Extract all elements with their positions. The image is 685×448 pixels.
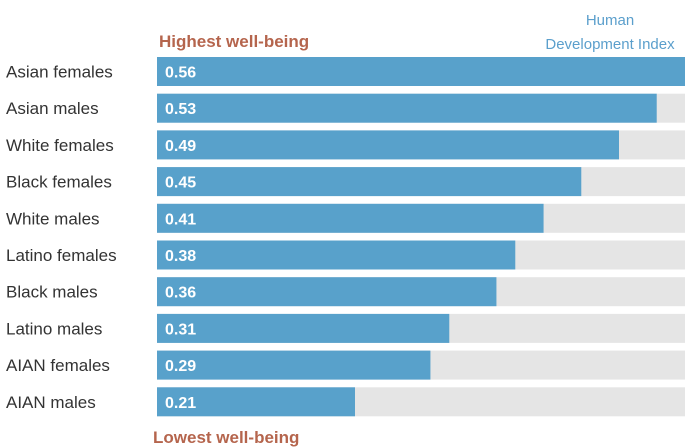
- bar: [157, 350, 431, 380]
- category-label: Asian females: [6, 63, 113, 82]
- bar: [157, 57, 685, 86]
- category-label: White females: [6, 136, 114, 155]
- bar: [157, 277, 497, 307]
- value-label: 0.41: [165, 211, 196, 228]
- bar: [157, 387, 355, 417]
- highest-wellbeing-annotation: Highest well-being: [159, 32, 309, 51]
- value-label: 0.29: [165, 358, 196, 375]
- value-label: 0.45: [165, 175, 196, 192]
- category-label: Latino females: [6, 246, 117, 265]
- bar: [157, 130, 619, 160]
- legend-title-line-1: Human: [586, 12, 634, 29]
- category-label: Latino males: [6, 319, 102, 338]
- category-label: AIAN females: [6, 356, 110, 375]
- bar: [157, 240, 516, 270]
- bar-rows: Asian females 0.56 Asian males 0.53 White fe…: [6, 57, 685, 417]
- category-label: AIAN males: [6, 393, 96, 412]
- legend-title-line-2: Development Index: [545, 36, 675, 53]
- value-label: 0.21: [165, 395, 196, 412]
- category-label: White males: [6, 209, 100, 228]
- value-label: 0.31: [165, 321, 196, 338]
- category-label: Black males: [6, 283, 98, 302]
- bar: [157, 313, 450, 343]
- category-label: Black females: [6, 173, 112, 192]
- value-label: 0.49: [165, 138, 196, 155]
- value-label: 0.56: [165, 65, 196, 82]
- category-label: Asian males: [6, 99, 99, 118]
- bar: [157, 167, 582, 197]
- value-label: 0.36: [165, 285, 196, 302]
- bar: [157, 93, 657, 123]
- lowest-wellbeing-annotation: Lowest well-being: [153, 428, 299, 447]
- bar: [157, 203, 544, 233]
- value-label: 0.38: [165, 248, 196, 265]
- value-label: 0.53: [165, 101, 196, 118]
